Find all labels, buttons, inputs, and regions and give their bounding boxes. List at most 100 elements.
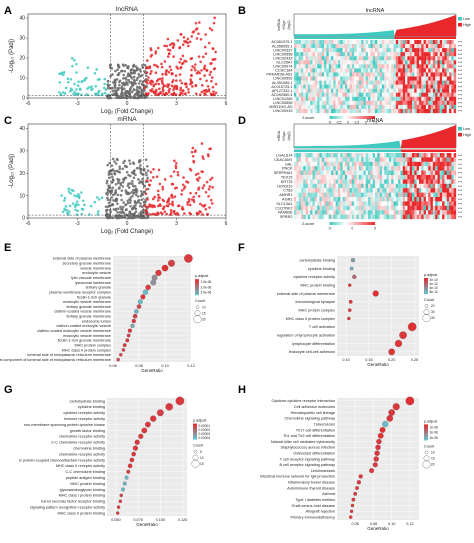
heatmap-cell <box>439 170 443 176</box>
heatmap-cell <box>381 108 385 114</box>
heatmap-cell <box>296 210 299 215</box>
heatmap-cell <box>307 64 311 69</box>
heatmap-cell <box>347 68 350 73</box>
y-tick-label: 20 <box>19 56 25 62</box>
heatmap-cell <box>296 48 299 53</box>
heatmap-cell <box>340 175 343 180</box>
heatmap-cell <box>418 108 422 114</box>
data-point <box>120 86 123 90</box>
heatmap-cell <box>372 64 376 69</box>
heatmap-cell <box>453 84 457 89</box>
data-point <box>119 183 123 187</box>
heatmap-cell <box>305 183 309 189</box>
data-point <box>207 154 210 158</box>
heatmap-cell <box>430 188 433 193</box>
heatmap-cell <box>344 68 348 73</box>
data-point <box>116 170 120 173</box>
heatmap-cell <box>449 153 452 158</box>
heatmap-cell <box>435 68 438 73</box>
heatmap-cell <box>356 166 359 171</box>
heatmap-cell <box>416 170 420 176</box>
heatmap-cell <box>305 96 309 101</box>
data-point <box>114 188 117 192</box>
heatmap-cell <box>425 197 429 202</box>
heatmap-cell <box>444 40 447 45</box>
heatmap-cell <box>425 76 429 81</box>
heatmap-cell <box>310 197 313 202</box>
heatmap-cell <box>361 197 364 202</box>
data-point <box>116 505 121 509</box>
heatmap-cell <box>312 183 315 189</box>
heatmap-cell <box>449 56 452 61</box>
heatmap-cell <box>414 183 417 189</box>
heatmap-cell <box>402 60 406 65</box>
heatmap-cell <box>310 157 313 162</box>
heatmap-cell <box>368 40 371 45</box>
data-point <box>161 198 165 202</box>
heatmap-cell <box>442 68 445 73</box>
heatmap-cell <box>409 88 413 93</box>
high-group-area <box>400 124 456 148</box>
heatmap-cell <box>414 197 417 202</box>
heatmap-cell <box>337 214 341 220</box>
category-label: chemokine receptor activity <box>59 452 105 456</box>
heatmap-cell <box>372 166 376 171</box>
data-point <box>137 299 143 305</box>
colorbar-label: Z-score <box>302 222 314 226</box>
heatmap-cell <box>444 72 447 77</box>
heatmap-cell <box>351 201 355 206</box>
data-point <box>117 65 121 69</box>
heatmap-cell <box>412 210 415 215</box>
data-point <box>134 193 138 197</box>
heatmap-cell <box>435 201 438 206</box>
category-label: chemokine binding <box>73 446 105 450</box>
data-point <box>191 85 194 88</box>
heatmap-cell <box>356 210 359 215</box>
data-point <box>155 175 159 178</box>
heatmap-cell <box>351 192 355 198</box>
heatmap-cell <box>314 170 318 176</box>
category-label: cytokine receptor activity <box>63 411 105 415</box>
heatmap-cell <box>319 183 322 189</box>
heatmap-cell <box>319 100 322 106</box>
heatmap-cell <box>446 161 450 167</box>
heatmap-cell <box>337 48 341 53</box>
data-point <box>405 396 415 406</box>
heatmap-cell <box>372 175 376 180</box>
data-point <box>155 269 162 276</box>
heatmap-cell <box>310 52 313 57</box>
heatmap-cell <box>331 92 334 97</box>
data-point <box>119 353 123 357</box>
data-point <box>130 323 135 328</box>
heatmap-cell <box>363 48 366 53</box>
heatmap-cell <box>425 64 429 69</box>
data-point <box>203 74 206 77</box>
heatmap-cell <box>398 84 401 89</box>
heatmap-cell <box>453 92 457 97</box>
heatmap-cell <box>335 52 339 57</box>
heatmap-cell <box>321 104 325 110</box>
heatmap-cell <box>319 80 322 85</box>
heatmap-cell <box>437 84 440 89</box>
heatmap-cell <box>449 44 452 49</box>
heatmap-cell <box>416 104 420 110</box>
heatmap-cell <box>430 40 433 45</box>
heatmap-cell <box>331 100 334 106</box>
heatmap-cell <box>444 153 447 158</box>
data-point <box>178 46 181 50</box>
heatmap-cell <box>358 183 362 189</box>
heatmap-cell <box>372 210 376 215</box>
heatmap-cell <box>414 104 417 110</box>
heatmap-cell <box>437 56 440 61</box>
heatmap-cell <box>331 157 334 162</box>
data-point <box>379 427 386 433</box>
heatmap-cell <box>430 84 433 89</box>
data-point <box>175 65 178 69</box>
heatmap-cell <box>381 183 385 189</box>
heatmap-cell <box>340 40 343 45</box>
data-point <box>182 36 186 39</box>
data-point <box>113 80 117 84</box>
heatmap-cell <box>418 201 422 206</box>
heatmap-cell <box>347 201 350 206</box>
heatmap-cell <box>319 104 322 110</box>
